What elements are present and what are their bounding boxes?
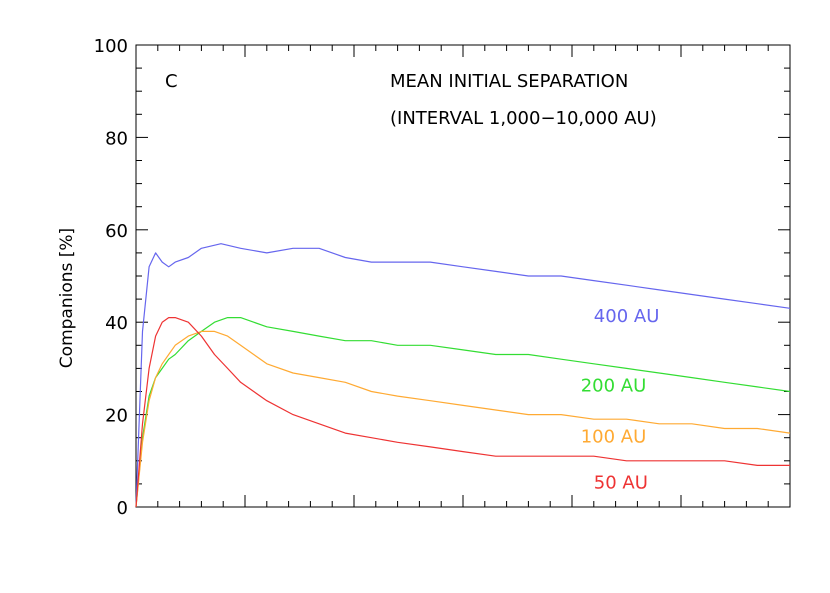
y-axis-label: Companions [%]	[57, 228, 77, 368]
series-line-200-au	[135, 317, 791, 508]
chart-title-line-1: MEAN INITIAL SEPARATION	[390, 71, 628, 92]
y-tick-label: 100	[94, 36, 128, 57]
series-label-400-au: 400 AU	[594, 306, 660, 327]
y-tick-label: 40	[105, 313, 128, 334]
x-axis-ticks	[135, 45, 791, 507]
series-label-200-au: 200 AU	[581, 376, 647, 397]
series-line-400-au	[135, 243, 791, 508]
series-labels: 400 AU 200 AU 100 AU 50 AU	[581, 306, 660, 493]
y-tick-label: 60	[105, 221, 128, 242]
chart-title-line-2: (INTERVAL 1,000−10,000 AU)	[390, 108, 657, 129]
series-line-100-au	[135, 330, 791, 508]
series-label-100-au: 100 AU	[581, 426, 647, 447]
series-lines	[135, 243, 791, 508]
y-tick-label: 0	[117, 498, 128, 519]
y-tick-label: 80	[105, 128, 128, 149]
panel-label: C	[165, 71, 178, 92]
y-tick-label: 20	[105, 406, 128, 427]
series-line-50-au	[135, 317, 790, 508]
series-label-50-au: 50 AU	[594, 473, 648, 494]
